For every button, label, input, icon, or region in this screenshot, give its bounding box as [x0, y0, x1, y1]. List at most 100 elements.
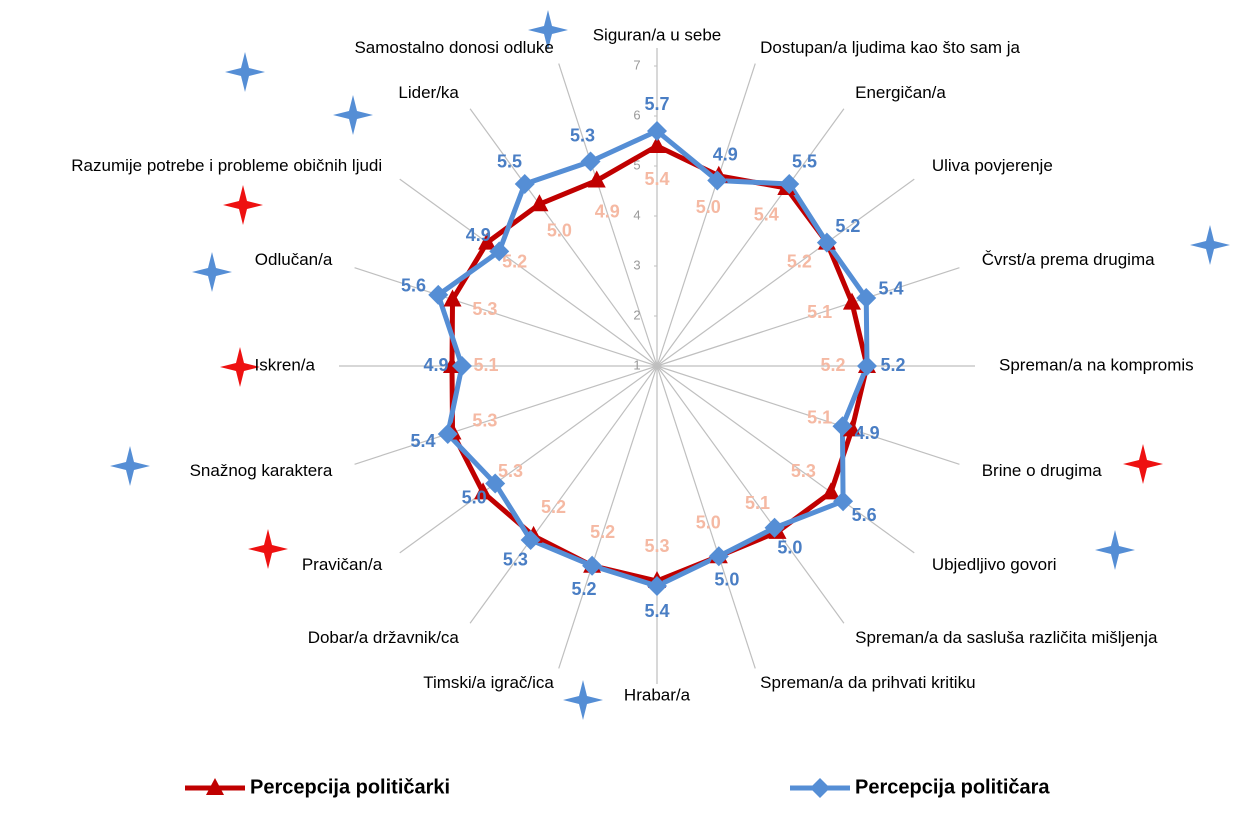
marker	[708, 546, 729, 567]
y-tick-label: 1	[633, 357, 640, 372]
value-label: 5.1	[473, 355, 498, 375]
marker	[580, 151, 601, 172]
marker	[514, 173, 535, 194]
value-label: 5.1	[745, 493, 770, 513]
marker	[520, 529, 541, 550]
spoke	[354, 365, 658, 465]
spoke	[656, 365, 960, 465]
value-label: 4.9	[855, 423, 880, 443]
value-label: 5.7	[644, 94, 669, 114]
marker	[647, 576, 667, 596]
value-label: 5.1	[807, 302, 832, 322]
value-label: 5.2	[787, 251, 812, 271]
category-label: Snažnog karaktera	[190, 461, 333, 480]
value-label: 5.3	[644, 536, 669, 556]
y-tick-label: 3	[633, 257, 640, 272]
marker	[764, 517, 785, 538]
category-label: Spreman/a da prihvati kritiku	[760, 673, 975, 692]
value-label: 5.2	[572, 579, 597, 599]
marker	[648, 136, 666, 153]
value-label: 5.0	[696, 513, 721, 533]
spoke	[656, 365, 756, 669]
value-label: 5.4	[878, 279, 903, 299]
value-label: 5.3	[472, 299, 497, 319]
marker	[582, 555, 603, 576]
marker	[842, 419, 861, 437]
category-label: Lider/ka	[398, 83, 459, 102]
value-label: 5.2	[541, 497, 566, 517]
value-label: 5.2	[820, 355, 845, 375]
value-label: 5.3	[791, 461, 816, 481]
value-label: 5.2	[502, 251, 527, 271]
marker	[857, 356, 877, 376]
marker	[707, 170, 728, 191]
value-label: 4.9	[466, 225, 491, 245]
spoke	[656, 365, 915, 554]
marker	[474, 482, 493, 500]
value-label: 5.0	[547, 220, 572, 240]
value-label: 5.1	[807, 408, 832, 428]
marker	[587, 170, 606, 188]
spoke	[656, 63, 756, 367]
value-label: 5.3	[503, 550, 528, 570]
marker	[779, 173, 800, 194]
value-label: 5.2	[880, 355, 905, 375]
legend-marker	[810, 778, 830, 798]
category-label: Uliva povjerenje	[932, 156, 1053, 175]
spoke	[558, 63, 658, 367]
marker	[437, 423, 458, 444]
legend-label: Percepcija političarki	[250, 776, 450, 798]
value-label: 5.4	[754, 204, 779, 224]
value-label: 5.0	[777, 538, 802, 558]
category-label: Siguran/a u sebe	[593, 25, 722, 44]
spoke	[656, 267, 960, 367]
value-label: 5.5	[497, 152, 522, 172]
legend-marker	[206, 778, 224, 795]
y-tick-label: 6	[633, 107, 640, 122]
marker	[816, 232, 837, 253]
category-label: Iskren/a	[255, 355, 316, 374]
category-label: Energičan/a	[855, 83, 946, 102]
marker	[478, 232, 497, 250]
y-tick-label: 2	[633, 307, 640, 322]
spoke	[399, 178, 658, 367]
spoke	[469, 365, 658, 624]
value-label: 5.4	[644, 601, 669, 621]
category-label: Brine o drugima	[982, 461, 1103, 480]
y-tick-label: 7	[633, 57, 640, 72]
value-label: 5.3	[570, 126, 595, 146]
value-label: 5.2	[590, 522, 615, 542]
value-label: 5.6	[852, 505, 877, 525]
category-label: Pravičan/a	[302, 555, 383, 574]
category-label: Dostupan/a ljudima kao što sam ja	[760, 38, 1020, 57]
value-label: 5.0	[696, 197, 721, 217]
marker	[821, 482, 840, 500]
value-label: 5.3	[472, 411, 497, 431]
spoke	[399, 365, 658, 554]
spoke	[656, 178, 915, 367]
category-label: Hrabar/a	[624, 685, 691, 704]
category-label: Odlučan/a	[255, 250, 333, 269]
value-label: 5.3	[498, 461, 523, 481]
marker	[485, 473, 506, 494]
value-label: 5.6	[401, 276, 426, 296]
value-label: 5.0	[462, 488, 487, 508]
legend-label: Percepcija političara	[855, 776, 1050, 798]
spoke	[354, 267, 658, 367]
marker	[452, 356, 472, 376]
series-line	[435, 128, 870, 589]
value-label: 5.4	[644, 169, 669, 189]
y-tick-label: 5	[633, 157, 640, 172]
marker	[428, 284, 449, 305]
category-label: Ubjedljivo govori	[932, 555, 1057, 574]
value-label: 5.2	[835, 216, 860, 236]
category-label: Spreman/a na kompromis	[999, 355, 1194, 374]
marker	[489, 241, 510, 262]
value-label: 4.9	[423, 355, 448, 375]
marker	[530, 194, 549, 212]
value-label: 5.4	[411, 431, 436, 451]
value-label: 5.5	[792, 152, 817, 172]
marker	[856, 288, 877, 309]
marker	[443, 289, 462, 307]
